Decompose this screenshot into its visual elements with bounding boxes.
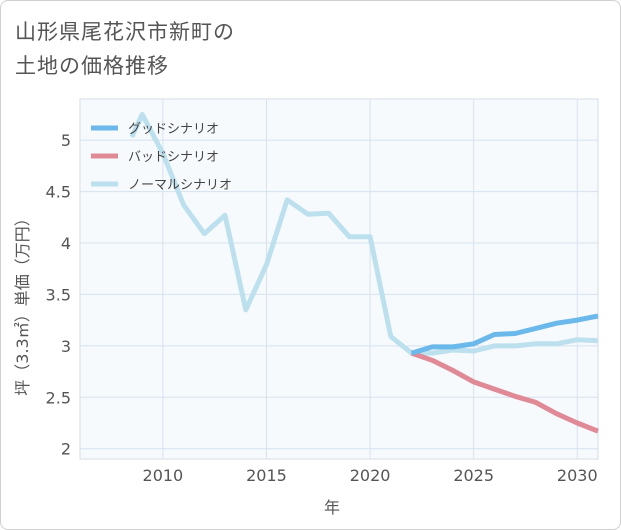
legend-label: ノーマルシナリオ [128, 178, 232, 193]
y-tick-label: 4.5 [46, 183, 71, 202]
series-line-1 [410, 350, 599, 434]
x-tick-label: 2015 [246, 466, 287, 485]
y-tick-label: 2.5 [46, 388, 71, 407]
y-tick-label: 3 [61, 337, 71, 356]
series-layer [129, 111, 599, 434]
legend-label: グッドシナリオ [128, 122, 219, 137]
chart-title: 山形県尾花沢市新町の 土地の価格推移 [15, 15, 235, 83]
y-axis-ticks: 2 2.5 3 3.5 4 4.5 5 [46, 131, 71, 459]
chart-title-line-1: 山形県尾花沢市新町の [15, 20, 235, 44]
y-tick-label: 3.5 [46, 285, 71, 304]
y-tick-label: 5 [61, 131, 71, 150]
x-axis-ticks: 2010 2015 2020 2025 2030 [143, 466, 598, 485]
y-axis-label: 坪（3.3㎡）単価（万円） [13, 210, 32, 395]
y-tick-label: 2 [61, 440, 71, 459]
x-axis-label: 年 [324, 498, 340, 517]
x-tick-label: 2030 [557, 466, 598, 485]
x-tick-label: 2020 [350, 466, 391, 485]
chart-title-line-2: 土地の価格推移 [15, 54, 169, 78]
x-tick-label: 2010 [143, 466, 184, 485]
series-line-0 [410, 313, 599, 356]
x-tick-label: 2025 [453, 466, 494, 485]
y-tick-label: 4 [61, 234, 71, 253]
legend-label: バッドシナリオ [128, 150, 219, 165]
series-line-2 [129, 111, 599, 356]
